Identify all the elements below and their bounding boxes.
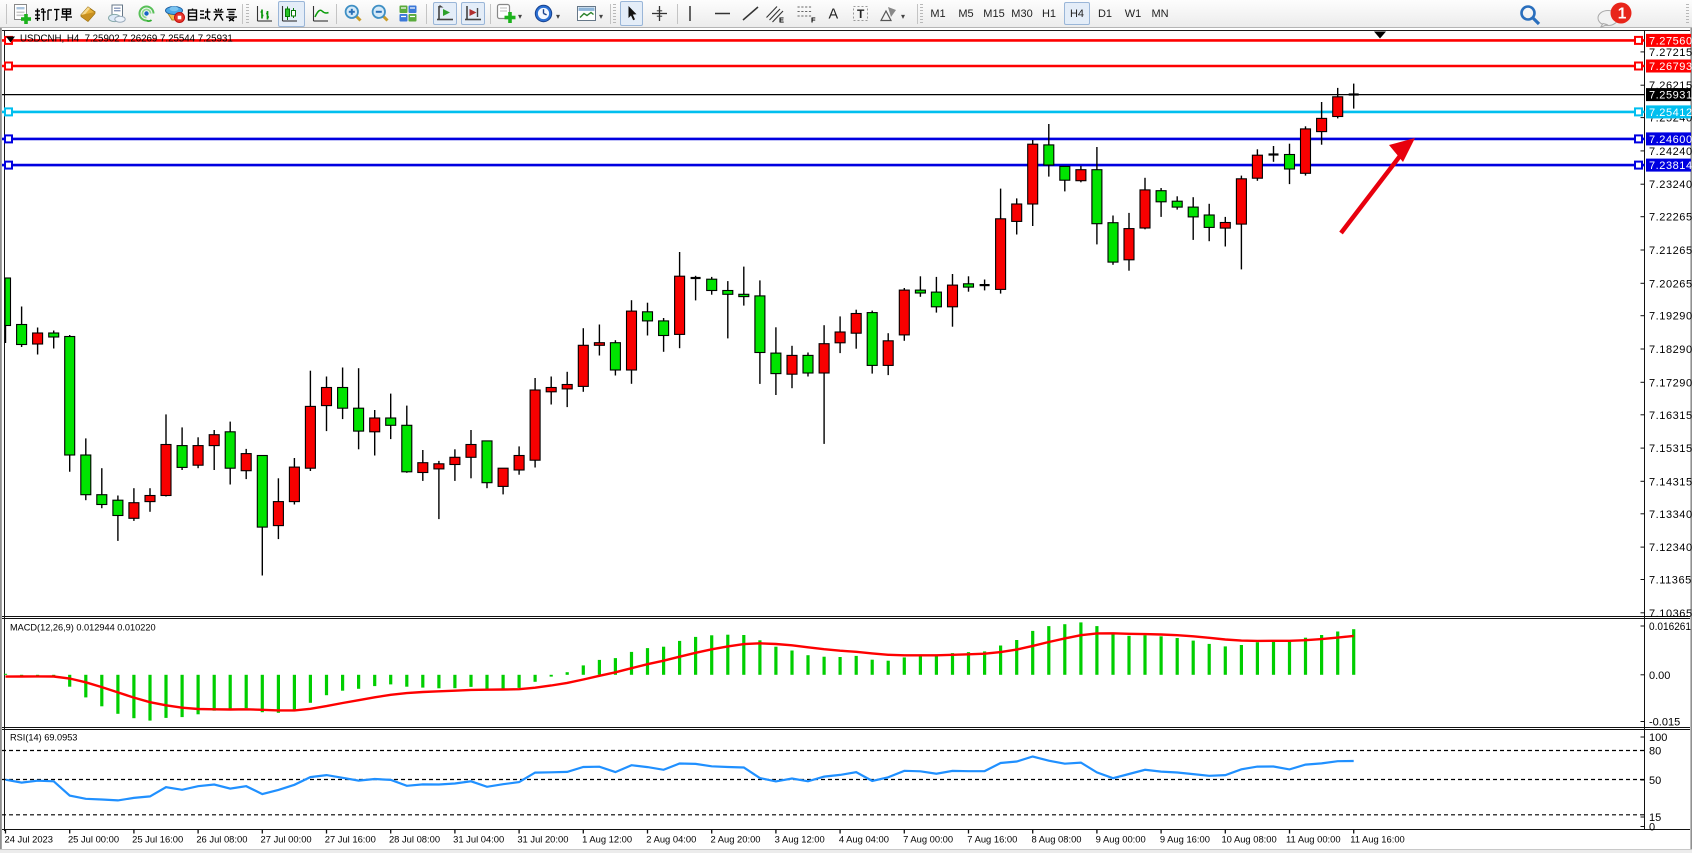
svg-text:24 Jul 2023: 24 Jul 2023 (5, 834, 53, 845)
svg-text:15: 15 (1649, 812, 1661, 824)
svg-text:USDCNH, H4 7.25902 7.26269 7.: USDCNH, H4 7.25902 7.26269 7.25544 7.259… (20, 34, 233, 45)
svg-text:7.25412: 7.25412 (1649, 107, 1692, 119)
svg-text:7.18290: 7.18290 (1649, 344, 1692, 356)
svg-text:0.00: 0.00 (1649, 670, 1670, 682)
svg-text:0: 0 (1649, 822, 1655, 834)
svg-text:7.20265: 7.20265 (1649, 278, 1692, 290)
svg-text:9 Aug 00:00: 9 Aug 00:00 (1096, 834, 1146, 845)
svg-text:7.17290: 7.17290 (1649, 377, 1692, 389)
svg-text:RSI(14) 69.0953: RSI(14) 69.0953 (10, 733, 77, 743)
svg-text:0.016261: 0.016261 (1649, 621, 1691, 633)
svg-text:7.22265: 7.22265 (1649, 212, 1692, 224)
svg-text:1 Aug 12:00: 1 Aug 12:00 (582, 834, 632, 845)
svg-text:7 Aug 16:00: 7 Aug 16:00 (967, 834, 1017, 845)
svg-text:31 Jul 20:00: 31 Jul 20:00 (517, 834, 568, 845)
svg-text:2 Aug 04:00: 2 Aug 04:00 (646, 834, 696, 845)
svg-text:7.24240: 7.24240 (1649, 146, 1692, 158)
svg-text:9 Aug 16:00: 9 Aug 16:00 (1160, 834, 1210, 845)
svg-text:F: F (811, 16, 816, 24)
svg-text:3 Aug 12:00: 3 Aug 12:00 (775, 834, 825, 845)
svg-text:7.24600: 7.24600 (1649, 134, 1692, 146)
svg-text:11 Aug 16:00: 11 Aug 16:00 (1350, 834, 1405, 845)
svg-text:MACD(12,26,9) 0.012944 0.01022: MACD(12,26,9) 0.012944 0.010220 (10, 623, 156, 633)
svg-text:7.19290: 7.19290 (1649, 311, 1692, 323)
svg-text:7.16315: 7.16315 (1649, 410, 1692, 422)
svg-text:11 Aug 00:00: 11 Aug 00:00 (1286, 834, 1341, 845)
svg-text:25 Jul 00:00: 25 Jul 00:00 (68, 834, 119, 845)
svg-text:7.21265: 7.21265 (1649, 245, 1692, 257)
svg-text:A: A (829, 7, 839, 23)
svg-text:26 Jul 08:00: 26 Jul 08:00 (196, 834, 247, 845)
svg-text:7.23240: 7.23240 (1649, 179, 1692, 191)
svg-text:T: T (857, 7, 865, 21)
svg-text:7.23814: 7.23814 (1649, 160, 1692, 172)
svg-text:50: 50 (1649, 775, 1661, 787)
svg-text:27 Jul 16:00: 27 Jul 16:00 (325, 834, 376, 845)
svg-text:28 Jul 08:00: 28 Jul 08:00 (389, 834, 440, 845)
svg-text:80: 80 (1649, 746, 1661, 758)
svg-text:2 Aug 20:00: 2 Aug 20:00 (710, 834, 760, 845)
svg-text:7.12340: 7.12340 (1649, 542, 1692, 554)
svg-text:8 Aug 08:00: 8 Aug 08:00 (1031, 834, 1081, 845)
svg-text:10 Aug 08:00: 10 Aug 08:00 (1221, 834, 1276, 845)
svg-text:7 Aug 00:00: 7 Aug 00:00 (903, 834, 953, 845)
svg-text:4 Aug 04:00: 4 Aug 04:00 (839, 834, 889, 845)
svg-text:7.10365: 7.10365 (1649, 608, 1692, 620)
svg-text:7.11365: 7.11365 (1649, 575, 1692, 587)
svg-text:31 Jul 04:00: 31 Jul 04:00 (453, 834, 504, 845)
svg-text:7.25931: 7.25931 (1649, 90, 1692, 102)
svg-text:E: E (779, 16, 784, 24)
svg-text:7.27560: 7.27560 (1649, 35, 1692, 47)
svg-text:7.15315: 7.15315 (1649, 443, 1692, 455)
svg-text:7.13340: 7.13340 (1649, 509, 1692, 521)
svg-text:25 Jul 16:00: 25 Jul 16:00 (132, 834, 183, 845)
svg-text:-0.015: -0.015 (1649, 717, 1680, 729)
svg-text:27 Jul 00:00: 27 Jul 00:00 (261, 834, 312, 845)
svg-text:7.14315: 7.14315 (1649, 476, 1692, 488)
svg-text:7.27215: 7.27215 (1649, 47, 1692, 59)
svg-text:1: 1 (1618, 6, 1627, 23)
svg-text:100: 100 (1649, 732, 1667, 744)
svg-text:7.26793: 7.26793 (1649, 61, 1692, 73)
